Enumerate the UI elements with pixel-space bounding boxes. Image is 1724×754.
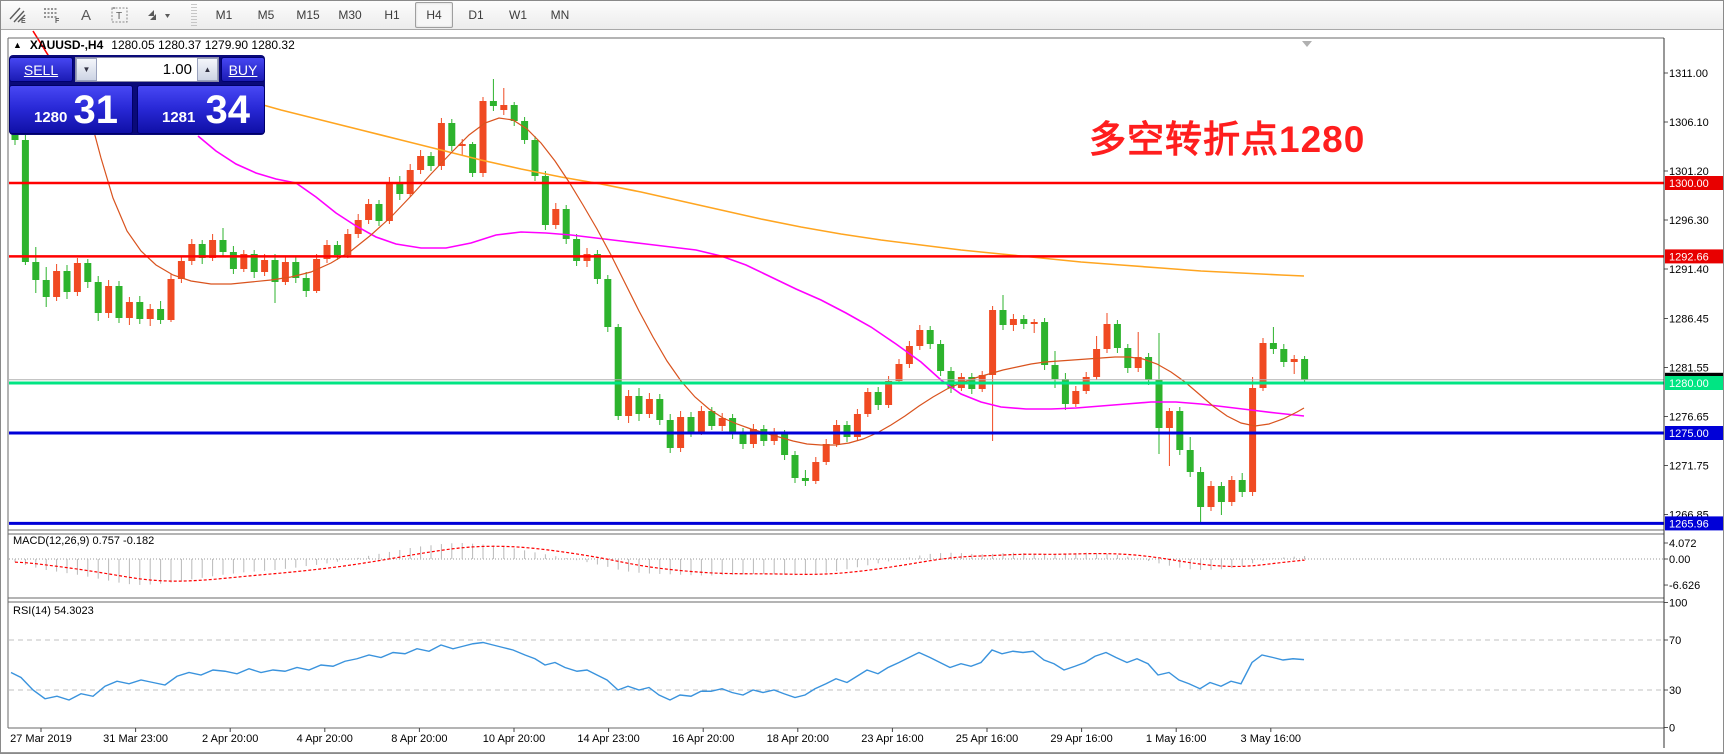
price-label-1265.96 [1665,516,1723,531]
buy-price-main: 1281 [162,109,196,126]
svg-text:1306.10: 1306.10 [1669,117,1709,129]
sell-button[interactable]: SELL [9,57,73,82]
svg-text:2 Apr 20:00: 2 Apr 20:00 [202,733,258,745]
price-label-1300.00 [1665,176,1723,190]
svg-text:T: T [116,11,122,22]
chart-area[interactable]: 1311.00 1306.10 1301.20 1296.30 1291.40 1286.… [1,30,1724,754]
svg-text:1286.45: 1286.45 [1669,314,1709,326]
ma-fast-line [88,112,1305,446]
svg-text:F: F [55,18,60,24]
buy-button[interactable]: BUY [221,57,265,82]
svg-text:1281.55: 1281.55 [1669,363,1709,375]
sell-price-tile[interactable]: 1280 31 [9,85,133,134]
volume-increase-button[interactable]: ▲ [197,58,218,81]
sell-price-pips: 31 [73,88,119,132]
svg-text:10 Apr 20:00: 10 Apr 20:00 [483,733,545,745]
rsi-label: RSI(14) 54.3023 [13,605,94,617]
equidistant-channel-tool-icon[interactable]: E [5,3,31,27]
toolbar-separator [191,4,197,26]
price-label-1280.00 [1665,376,1723,390]
timeframe-button-m5[interactable]: M5 [257,8,275,22]
price-label-1275.00 [1665,426,1723,440]
price-label-1292.66 [1665,249,1723,264]
svg-text:0: 0 [1669,723,1675,735]
svg-text:16 Apr 20:00: 16 Apr 20:00 [672,733,734,745]
svg-text:1271.75: 1271.75 [1669,461,1709,473]
svg-text:25 Apr 16:00: 25 Apr 16:00 [956,733,1018,745]
one-click-trade-panel: SELL ▼ 1.00 ▲ BUY 1280 31 1281 34 [9,55,265,135]
svg-text:23 Apr 16:00: 23 Apr 16:00 [861,733,923,745]
macd-label: MACD(12,26,9) 0.757 -0.182 [13,535,154,547]
symbol-title: XAUUSD-,H4 [29,38,104,52]
timeframe-button-h4[interactable]: H4 [415,2,453,28]
fibonacci-tool-icon[interactable]: F [39,3,65,27]
ma-medium-line [197,135,1305,417]
price-axis: 1311.00 1306.10 1301.20 1296.30 1291.40 1286.… [1664,68,1723,531]
timeframe-button-mn[interactable]: MN [550,8,570,22]
timeframe-button-m30[interactable]: M30 [338,8,362,22]
svg-text:E: E [21,18,26,24]
svg-text:3 May 16:00: 3 May 16:00 [1241,733,1302,745]
ohlc-readout: 1280.05 1280.37 1279.90 1280.32 [111,38,295,52]
time-axis: 27 Mar 2019 31 Mar 23:00 2 Apr 20:00 4 Apr … [10,728,1301,745]
svg-text:29 Apr 16:00: 29 Apr 16:00 [1050,733,1112,745]
rsi-pane: 100 70 30 0 [9,598,1687,735]
text-tool-icon[interactable]: T [107,3,133,27]
svg-text:100: 100 [1669,598,1687,610]
svg-text:4 Apr 20:00: 4 Apr 20:00 [297,733,353,745]
chart-shift-marker[interactable] [1302,41,1312,47]
buy-price-tile[interactable]: 1281 34 [137,85,265,134]
label-tool-icon[interactable]: A [80,6,91,24]
svg-text:1296.30: 1296.30 [1669,215,1709,227]
timeframe-button-d1[interactable]: D1 [468,8,484,22]
svg-text:1300.00: 1300.00 [1669,178,1709,190]
svg-text:27 Mar 2019: 27 Mar 2019 [10,733,72,745]
price-chart-canvas[interactable]: 1311.00 1306.10 1301.20 1296.30 1291.40 1286.… [1,30,1724,754]
svg-text:14 Apr 23:00: 14 Apr 23:00 [577,733,639,745]
volume-decrease-button[interactable]: ▼ [76,58,97,81]
macd-pane: 4.072 0.00 -6.626 [9,538,1700,592]
svg-text:-6.626: -6.626 [1669,580,1700,592]
symbol-header: ▲ XAUUSD-,H4 1280.05 1280.37 1279.90 128… [13,38,295,52]
timeframe-button-m1[interactable]: M1 [215,8,233,22]
timeframe-button-w1[interactable]: W1 [509,8,527,22]
svg-text:1301.20: 1301.20 [1669,166,1709,178]
svg-text:70: 70 [1669,635,1681,647]
volume-stepper: ▼ 1.00 ▲ [75,57,219,82]
svg-text:30: 30 [1669,685,1681,697]
svg-text:18 Apr 20:00: 18 Apr 20:00 [767,733,829,745]
sell-price-main: 1280 [34,109,68,126]
chart-annotation-text: 多空转折点1280 [1089,119,1366,160]
svg-text:31 Mar 23:00: 31 Mar 23:00 [103,733,168,745]
svg-text:1 May 16:00: 1 May 16:00 [1146,733,1207,745]
rsi-line [10,641,1305,701]
svg-text:1311.00: 1311.00 [1669,68,1708,80]
svg-text:1280.00: 1280.00 [1669,378,1709,390]
volume-input[interactable]: 1.00 [162,61,192,78]
timeframe-button-m15[interactable]: M15 [296,8,320,22]
buy-price-pips: 34 [205,88,251,132]
svg-text:1276.65: 1276.65 [1669,412,1709,424]
svg-text:4.072: 4.072 [1669,538,1697,550]
collapse-arrow-icon[interactable]: ▲ [13,40,22,50]
svg-text:1292.66: 1292.66 [1669,251,1709,263]
timeframe-group: M1 M5 M15 M30 H1 H4 D1 W1 MN [203,2,581,28]
svg-text:1291.40: 1291.40 [1669,264,1709,276]
svg-text:1275.00: 1275.00 [1669,428,1709,440]
timeframe-button-h1[interactable]: H1 [384,8,400,22]
svg-text:1265.96: 1265.96 [1669,518,1709,530]
macd-signal-line [14,545,1305,582]
svg-text:0.00: 0.00 [1669,554,1690,566]
arrows-objects-tool-icon[interactable] [141,3,177,27]
toolbar: E F A T M1 M5 M15 M30 H1 H4 D1 W1 MN [1,1,1723,30]
svg-text:8 Apr 20:00: 8 Apr 20:00 [391,733,447,745]
ma-slow-line [248,100,1305,277]
